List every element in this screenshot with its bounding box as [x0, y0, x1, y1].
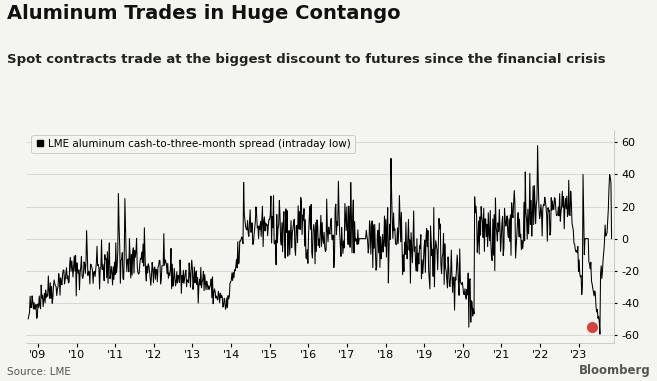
Text: Aluminum Trades in Huge Contango: Aluminum Trades in Huge Contango: [7, 4, 400, 23]
Text: Bloomberg: Bloomberg: [579, 364, 650, 377]
Text: Source: LME: Source: LME: [7, 367, 70, 377]
Text: Spot contracts trade at the biggest discount to futures since the financial cris: Spot contracts trade at the biggest disc…: [7, 53, 605, 66]
Legend: LME aluminum cash-to-three-month spread (intraday low): LME aluminum cash-to-three-month spread …: [32, 135, 355, 153]
